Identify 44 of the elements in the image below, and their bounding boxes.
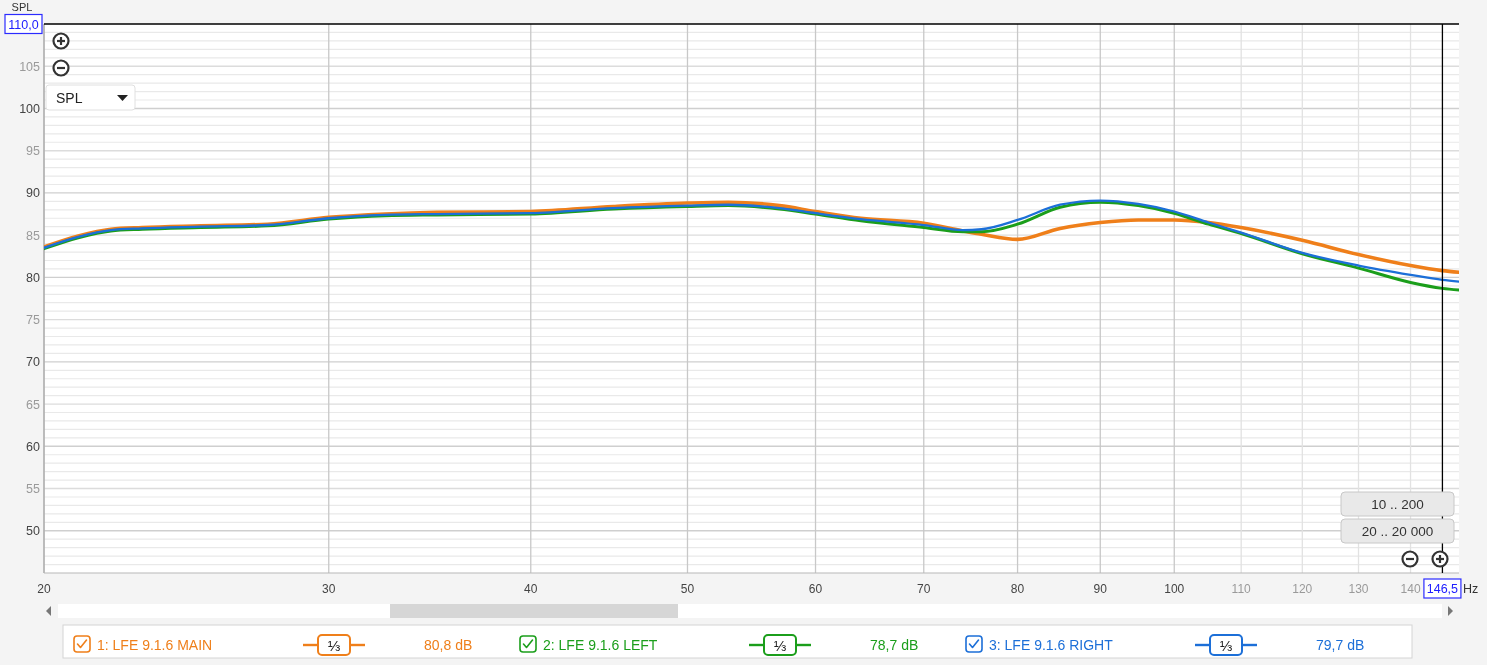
text: 80,8 dB (424, 637, 473, 653)
text: ⅓ (327, 636, 341, 654)
x-tick-label: 90 (1093, 582, 1108, 596)
x-tick-label: 40 (524, 582, 538, 596)
x-tick-label: 70 (917, 582, 931, 596)
x-tick-label: 20 (37, 582, 51, 596)
y-tick-label: 55 (26, 482, 41, 497)
legend-label: 3: LFE 9.1.6 RIGHT (989, 637, 1114, 653)
x-tick-label: 120 (1292, 582, 1313, 596)
x-tick-label: 30 (322, 582, 336, 596)
y-tick-label: 70 (26, 355, 41, 370)
y-tick-label: 90 (26, 186, 41, 201)
text: 79,7 dB (1316, 637, 1365, 653)
x-tick-label: 130 (1348, 582, 1369, 596)
annotation: 20 .. 20 000 (1361, 524, 1434, 539)
annotation: 10 .. 200 (1371, 497, 1424, 512)
x-axis-title: Hz (1463, 582, 1479, 596)
range-button: 10 .. 200 (1340, 491, 1455, 517)
text: ⅓ (1219, 636, 1233, 654)
y-tick-label: 95 (26, 144, 41, 159)
ref-line-label: 110,0 (8, 17, 39, 32)
dropdown-field: SPL (45, 84, 136, 111)
y-tick-label: 65 (26, 397, 41, 412)
text: ⅓ (773, 636, 787, 654)
x-tick-label: 110 (1231, 582, 1252, 596)
x-tick-label: 50 (680, 582, 695, 596)
y-tick-label: 50 (26, 524, 41, 539)
y-tick-label: 100 (19, 101, 41, 116)
y-tick-label: 75 (26, 313, 41, 328)
y-axis-title: SPL (11, 1, 33, 13)
y-tick-label: 85 (26, 228, 41, 243)
x-tick-label: 60 (808, 582, 823, 596)
x-tick-label: 100 (1164, 582, 1185, 596)
annotation: SPL (56, 90, 83, 106)
legend-label: 1: LFE 9.1.6 MAIN (97, 637, 213, 653)
y-tick-label: 80 (26, 270, 41, 285)
legend-label: 2: LFE 9.1.6 LEFT (543, 637, 658, 653)
x-tick-label: 80 (1010, 582, 1025, 596)
y-tick-label: 105 (19, 59, 41, 74)
text: 78,7 dB (870, 637, 919, 653)
ref-line-label: 146,5 (1426, 582, 1459, 596)
range-button: 20 .. 20 000 (1340, 518, 1455, 544)
y-tick-label: 60 (26, 439, 41, 454)
x-tick-label: 140 (1400, 582, 1421, 596)
